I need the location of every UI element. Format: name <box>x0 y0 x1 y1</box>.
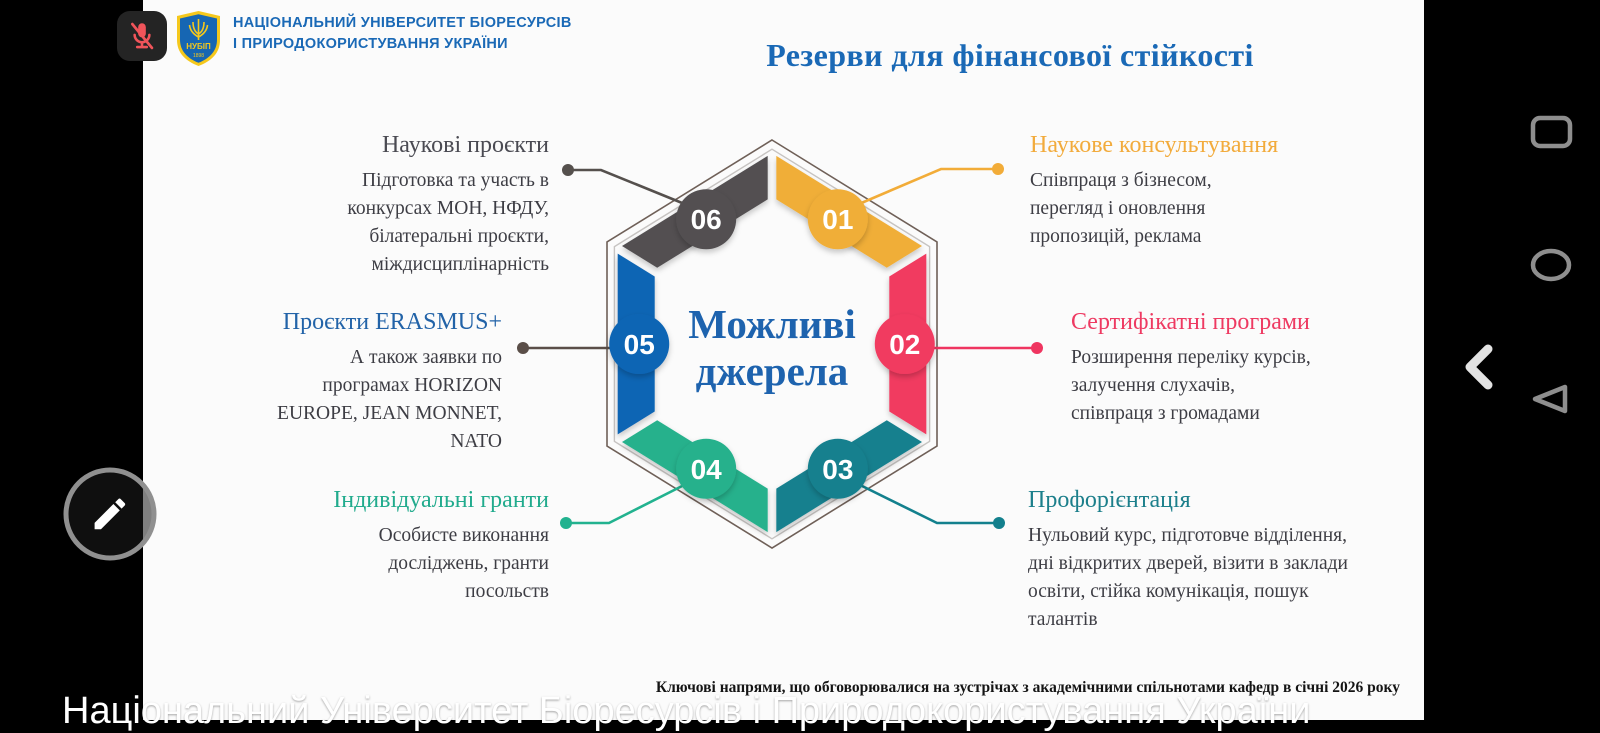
pencil-icon <box>94 498 126 530</box>
info-block-heading: Індивідуальні гранти <box>333 487 549 513</box>
info-block-erasmus-projects: Проєкти ERASMUS+ А також заявки по прогр… <box>182 308 502 456</box>
university-name-line2: І ПРИРОДОКОРИСТУВАННЯ УКРАЇНИ <box>233 36 508 52</box>
info-block-heading: Сертифікатні програми <box>1071 309 1310 335</box>
university-logo: НУБІП 1898 <box>177 11 220 66</box>
home-circle-icon[interactable] <box>1530 248 1572 282</box>
info-block-body: Особисте виконання досліджень, гранти по… <box>378 525 549 602</box>
info-block-certificate-programs: Сертифікатні програми Розширення перелік… <box>1071 308 1421 428</box>
info-block-body: А також заявки по програмах HORIZON EURO… <box>277 347 502 452</box>
info-block-heading: Профорієнтація <box>1028 487 1191 513</box>
recents-square-icon[interactable] <box>1530 115 1573 149</box>
navigation-bar <box>1465 115 1573 414</box>
info-block-body: Розширення переліку курсів, залучення сл… <box>1071 347 1311 424</box>
annotate-button[interactable] <box>62 466 158 562</box>
info-block-body: Нульовий курс, підготовче відділення, дн… <box>1028 525 1348 630</box>
svg-text:1898: 1898 <box>193 53 204 59</box>
hexagon-center-label: Можливі джерела <box>612 301 932 395</box>
slide-title: Резерви для фінансової стійкості <box>766 37 1254 73</box>
info-block-body: Співпраця з бізнесом, перегляд і оновлен… <box>1030 170 1212 247</box>
slide-caption: Ключові напрями, що обговорювалися на зу… <box>655 679 1400 696</box>
mic-muted-icon <box>131 22 154 50</box>
back-triangle-icon[interactable] <box>1532 384 1568 414</box>
info-block-science-consulting: Наукове консультування Співпраця з бізне… <box>1030 131 1380 251</box>
info-block-heading: Проєкти ERASMUS+ <box>282 309 502 335</box>
info-block-individual-grants: Індивідуальні гранти Особисте виконання … <box>229 486 549 606</box>
info-block-heading: Наукове консультування <box>1030 132 1279 158</box>
info-block-body: Підготовка та участь в конкурсах МОН, НФ… <box>347 170 549 275</box>
mute-button[interactable] <box>117 11 167 61</box>
hexagon-center-line2: джерела <box>695 348 849 394</box>
info-block-science-projects: Наукові проєкти Підготовка та участь в к… <box>229 131 549 279</box>
info-block-career-guidance: Профорієнтація Нульовий курс, підготовче… <box>1028 486 1438 634</box>
hexagon-center-line1: Можливі <box>688 301 856 347</box>
participant-name: Національний Університет Біоресурсів і П… <box>62 690 1311 732</box>
svg-text:НУБІП: НУБІП <box>186 42 211 51</box>
university-name: НАЦІОНАЛЬНИЙ УНІВЕРСИТЕТ БІОРЕСУРСІВ І П… <box>233 13 593 55</box>
info-block-heading: Наукові проєкти <box>381 132 549 158</box>
university-name-line1: НАЦІОНАЛЬНИЙ УНІВЕРСИТЕТ БІОРЕСУРСІВ <box>233 15 572 31</box>
chevron-left-icon[interactable] <box>1465 344 1493 390</box>
